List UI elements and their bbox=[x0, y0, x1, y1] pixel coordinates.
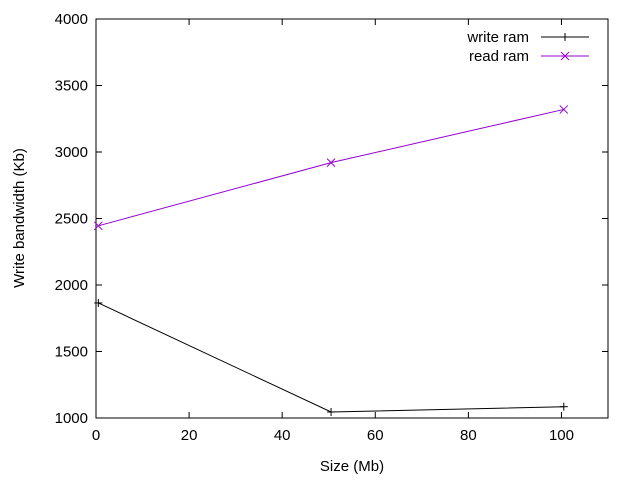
x-tick-label: 60 bbox=[367, 427, 384, 444]
legend-marker-write-ram bbox=[561, 33, 569, 41]
y-tick-label: 3500 bbox=[55, 78, 88, 95]
data-point-write-ram bbox=[559, 402, 568, 411]
data-point-write-ram bbox=[94, 298, 103, 307]
x-tick-label: 100 bbox=[549, 427, 574, 444]
legend-marker-read-ram bbox=[560, 51, 570, 61]
x-axis-title: Size (Mb) bbox=[320, 458, 384, 475]
data-series bbox=[93, 105, 569, 417]
x-tick-label: 0 bbox=[92, 427, 100, 444]
x-tick-label: 40 bbox=[274, 427, 291, 444]
y-axis-ticks: 1000 1500 2000 2500 3000 3500 4000 bbox=[55, 11, 608, 427]
x-tick-label: 20 bbox=[181, 427, 198, 444]
x-axis-ticks: 0 20 40 60 80 100 bbox=[92, 19, 574, 444]
y-tick-label: 2500 bbox=[55, 211, 88, 228]
plot-frame bbox=[95, 18, 609, 419]
y-tick-label: 1000 bbox=[55, 410, 88, 427]
data-point-read-ram bbox=[326, 158, 336, 167]
legend-label-write-ram: write ram bbox=[466, 29, 529, 46]
y-tick-label: 3000 bbox=[55, 144, 88, 161]
series-line-read-ram bbox=[98, 108, 564, 227]
legend: write ram read ram bbox=[466, 29, 589, 65]
series-line-write-ram bbox=[98, 302, 564, 413]
y-axis-title: Write bandwidth (Kb) bbox=[11, 148, 28, 288]
x-tick-label: 80 bbox=[460, 427, 477, 444]
y-tick-label: 4000 bbox=[55, 11, 88, 28]
data-point-read-ram bbox=[93, 221, 103, 231]
y-tick-label: 1500 bbox=[55, 344, 88, 361]
data-point-read-ram bbox=[559, 105, 569, 114]
plot-border bbox=[95, 18, 609, 419]
y-tick-label: 2000 bbox=[55, 277, 88, 294]
data-point-write-ram bbox=[327, 408, 336, 417]
legend-label-read-ram: read ram bbox=[469, 48, 529, 65]
